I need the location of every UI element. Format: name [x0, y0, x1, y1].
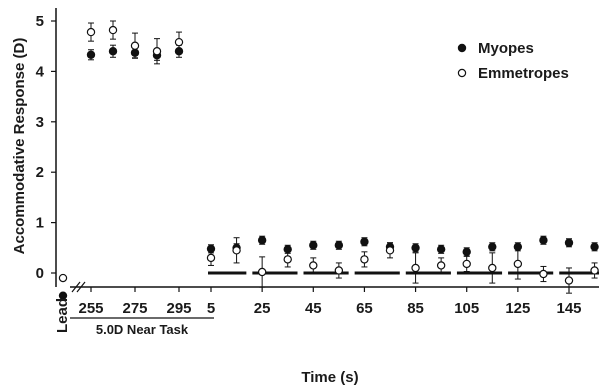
emmetropes-point — [334, 266, 344, 275]
axis-break-mark — [76, 281, 86, 293]
myopes-point — [283, 245, 292, 254]
axes — [51, 8, 599, 319]
emmetropes-point — [309, 261, 318, 270]
y-tick-label: 5 — [36, 13, 44, 30]
emmetropes-point — [590, 266, 599, 275]
data-points — [58, 25, 599, 300]
x-tick-label: 65 — [356, 300, 373, 317]
legend-marker-emmetropes — [457, 68, 467, 78]
emmetropes-point — [360, 255, 369, 264]
myopes-point — [590, 242, 599, 251]
x-tick-label: 5 — [207, 300, 215, 317]
myopes-point — [206, 244, 216, 254]
x-tick-label-lead: Lead — [54, 298, 71, 333]
x-tick-label: 295 — [166, 300, 191, 317]
x-tick-label: 145 — [556, 300, 581, 317]
axis-break-mark — [71, 281, 81, 293]
emmetropes-point — [174, 37, 184, 47]
myopes-point — [309, 241, 318, 250]
emmetropes-point — [539, 269, 548, 279]
emmetropes-point — [130, 41, 140, 50]
y-tick-label: 3 — [36, 114, 44, 131]
x-tick-label: 275 — [122, 300, 147, 317]
emmetropes-point — [564, 276, 574, 285]
emmetropes-point — [462, 259, 471, 269]
legend: Myopes Emmetropes — [457, 40, 569, 82]
emmetropes-point — [232, 246, 241, 255]
myopes-point — [411, 243, 420, 252]
legend-label-emmetropes: Emmetropes — [478, 65, 569, 82]
legend-marker-myopes — [457, 43, 467, 53]
y-axis-title: Accommodative Response (D) — [11, 38, 28, 255]
emmetropes-point — [206, 253, 216, 263]
y-tick-label: 2 — [36, 164, 44, 181]
myopes-point — [257, 236, 267, 245]
myopes-point — [513, 242, 523, 251]
myopes-point — [86, 50, 96, 59]
x-tick-label: 125 — [505, 300, 530, 317]
y-tick-label: 0 — [36, 265, 44, 282]
emmetropes-point — [86, 27, 96, 37]
emmetropes-point — [411, 263, 420, 273]
myopes-point — [108, 47, 118, 56]
myopes-point — [462, 247, 471, 257]
myopes-point — [539, 236, 548, 245]
emmetropes-point — [108, 25, 118, 35]
emmetropes-point — [488, 263, 497, 273]
myopes-point — [334, 241, 344, 250]
myopes-point — [58, 291, 68, 300]
y-tick-label: 1 — [36, 215, 44, 232]
emmetropes-point — [152, 47, 162, 56]
emmetropes-point — [436, 261, 446, 270]
emmetropes-point — [58, 273, 68, 283]
emmetropes-point — [513, 259, 523, 269]
y-tick-label: 4 — [36, 63, 45, 80]
myopes-point — [488, 242, 497, 251]
x-tick-label: 85 — [407, 300, 424, 317]
x-tick-label: 45 — [305, 300, 322, 317]
myopes-point — [360, 237, 369, 246]
emmetropes-point — [385, 246, 395, 255]
myopes-point — [130, 48, 140, 57]
emmetropes-point — [257, 267, 267, 277]
error-bars — [88, 20, 598, 294]
myopes-point — [174, 47, 184, 56]
near-task-group-label: 5.0D Near Task — [96, 322, 189, 337]
legend-label-myopes: Myopes — [478, 40, 534, 57]
emmetropes-point — [283, 255, 292, 264]
x-tick-label: 25 — [254, 300, 271, 317]
myopes-point — [436, 245, 446, 254]
myopes-point — [564, 238, 574, 247]
x-tick-label: 105 — [454, 300, 479, 317]
x-axis-title: Time (s) — [301, 369, 358, 386]
x-tick-label: 255 — [78, 300, 103, 317]
